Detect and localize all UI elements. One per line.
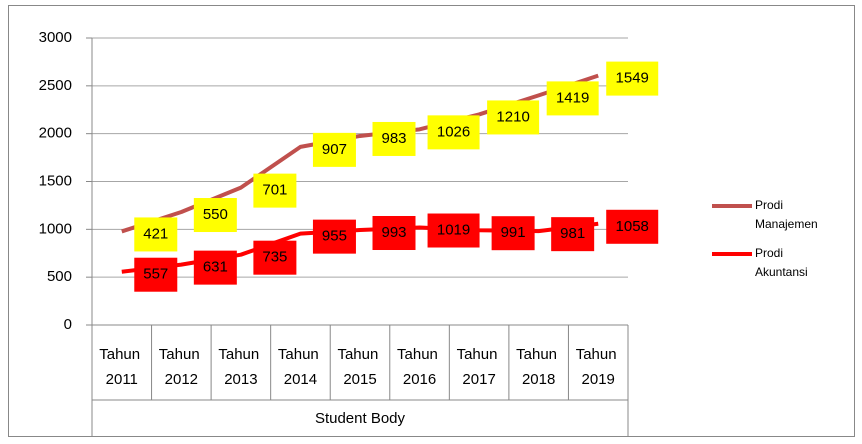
value-label: 983 bbox=[381, 130, 406, 147]
value-label-box bbox=[606, 61, 659, 96]
value-label-box bbox=[487, 100, 540, 135]
value-label: 557 bbox=[143, 266, 168, 283]
x-tick-label: Tahun 2017 bbox=[457, 346, 502, 388]
y-tick-label: 500 bbox=[47, 268, 72, 285]
value-label: 955 bbox=[322, 228, 347, 245]
value-label-box bbox=[253, 240, 297, 275]
x-tick-label: Tahun 2016 bbox=[397, 346, 442, 388]
value-label-box bbox=[427, 213, 480, 248]
x-tick-label: Tahun 2012 bbox=[159, 346, 204, 388]
legend-label: Prodi Manajemen bbox=[755, 198, 818, 231]
value-label-box bbox=[193, 250, 237, 285]
y-tick-label: 1500 bbox=[39, 172, 72, 189]
legend: Prodi Manajemen Prodi Akuntansi bbox=[712, 198, 818, 279]
value-label-box bbox=[312, 132, 356, 167]
value-label: 735 bbox=[262, 249, 287, 266]
value-label: 993 bbox=[381, 224, 406, 241]
value-label: 1026 bbox=[437, 123, 470, 140]
value-label: 981 bbox=[560, 225, 585, 242]
value-label-box bbox=[193, 198, 237, 233]
value-label: 1058 bbox=[616, 218, 649, 235]
x-group-label: Student Body bbox=[315, 410, 406, 427]
value-label: 1549 bbox=[616, 70, 649, 87]
y-tick-label: 1000 bbox=[39, 220, 72, 237]
x-tick-label: Tahun 2018 bbox=[516, 346, 561, 388]
value-label-box bbox=[134, 257, 178, 292]
x-tick-label: Tahun 2014 bbox=[278, 346, 323, 388]
value-label: 1210 bbox=[496, 108, 529, 125]
x-tick-label: Tahun 2019 bbox=[576, 346, 621, 388]
y-tick-label: 3000 bbox=[39, 29, 72, 46]
value-label-box bbox=[427, 115, 480, 150]
y-tick-label: 2500 bbox=[39, 77, 72, 94]
value-label-box bbox=[491, 216, 535, 251]
value-label-box bbox=[372, 121, 416, 156]
x-tick-label: Tahun 2013 bbox=[218, 346, 263, 388]
x-tick-label: Tahun 2015 bbox=[337, 346, 382, 388]
legend-label: Prodi Akuntansi bbox=[755, 246, 808, 279]
value-label-box bbox=[372, 216, 416, 251]
y-tick-label: 0 bbox=[64, 316, 72, 333]
value-label: 421 bbox=[143, 225, 168, 242]
value-label-box bbox=[606, 209, 659, 244]
y-tick-label: 2000 bbox=[39, 125, 72, 142]
value-label-box bbox=[312, 219, 356, 254]
x-tick-label: Tahun 2011 bbox=[99, 346, 144, 388]
value-label: 550 bbox=[203, 206, 228, 223]
value-label: 701 bbox=[262, 182, 287, 199]
value-label: 1419 bbox=[556, 89, 589, 106]
value-label-box bbox=[134, 217, 178, 252]
value-label: 991 bbox=[501, 224, 526, 241]
value-label: 631 bbox=[203, 259, 228, 276]
value-label: 907 bbox=[322, 141, 347, 158]
value-label-box bbox=[546, 81, 599, 116]
value-label-box bbox=[551, 217, 595, 252]
value-label: 1019 bbox=[437, 221, 470, 238]
value-label-box bbox=[253, 173, 297, 208]
